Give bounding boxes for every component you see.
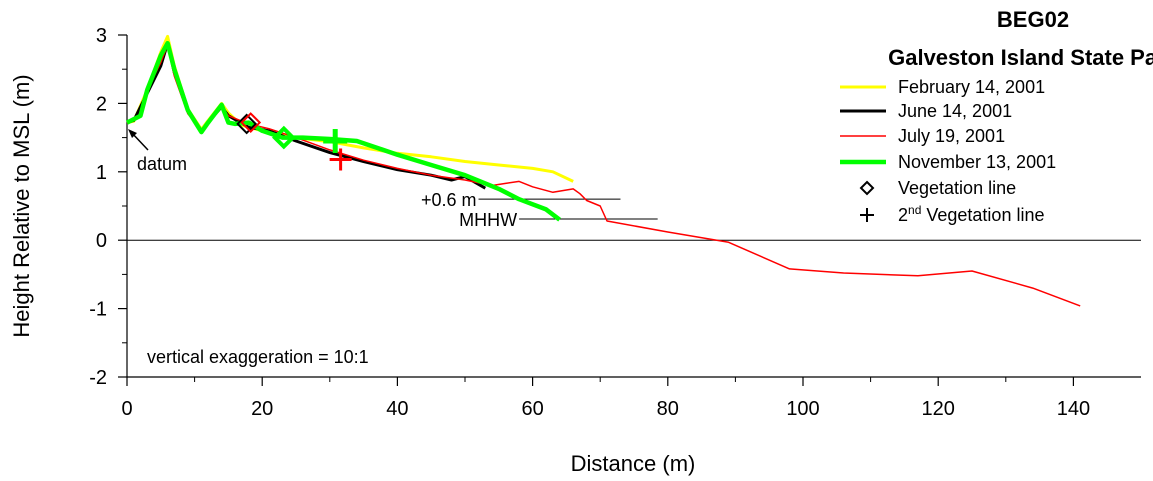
x-tick-label: 80 — [657, 398, 679, 420]
x-tick-label: 100 — [786, 398, 819, 420]
legend-diamond-icon — [859, 180, 875, 196]
x-tick-label: 60 — [521, 398, 543, 420]
axis-ticks: 0 20 40 60 80 100 120 140 -2 -1 0 1 2 3 — [89, 25, 1090, 420]
legend: February 14, 2001 June 14, 2001 July 19, 2… — [840, 77, 1056, 225]
y-tick-label: -2 — [89, 367, 107, 389]
chart-subtitle: Galveston Island State Park — [888, 45, 1153, 70]
vegetation-line-marker — [272, 125, 296, 150]
y-tick-label: 1 — [96, 162, 107, 184]
legend-entry: Vegetation line — [898, 178, 1016, 198]
x-tick-label: 140 — [1057, 398, 1090, 420]
vegetation-markers — [236, 112, 352, 171]
legend-entry: June 14, 2001 — [898, 101, 1012, 121]
x-tick-label: 40 — [386, 398, 408, 420]
y-axis-title: Height Relative to MSL (m) — [9, 74, 34, 337]
exaggeration-note: vertical exaggeration = 10:1 — [147, 347, 369, 367]
reference-line-label: MHHW — [459, 210, 517, 230]
x-axis-title: Distance (m) — [571, 451, 696, 476]
reference-line-label: +0.6 m — [421, 190, 477, 210]
datum-label: datum — [137, 154, 187, 174]
series-lines — [125, 34, 1081, 307]
legend-entry: July 19, 2001 — [898, 126, 1005, 146]
chart-title: BEG02 — [997, 7, 1069, 32]
legend-entry: November 13, 2001 — [898, 152, 1056, 172]
y-tick-label: 2 — [96, 93, 107, 115]
vegetation-line-marker — [236, 113, 258, 135]
y-tick-label: 0 — [96, 230, 107, 252]
y-tick-label: -1 — [89, 299, 107, 321]
legend-entry: February 14, 2001 — [898, 77, 1045, 97]
x-tick-label: 0 — [121, 398, 132, 420]
datum-arrow-icon — [128, 129, 149, 151]
series-line-4 — [125, 40, 561, 222]
vegetation-line-marker — [240, 112, 262, 133]
x-tick-label: 120 — [922, 398, 955, 420]
x-tick-label: 20 — [251, 398, 273, 420]
y-tick-label: 3 — [96, 25, 107, 47]
legend-entry: 2nd Vegetation line — [898, 203, 1044, 225]
